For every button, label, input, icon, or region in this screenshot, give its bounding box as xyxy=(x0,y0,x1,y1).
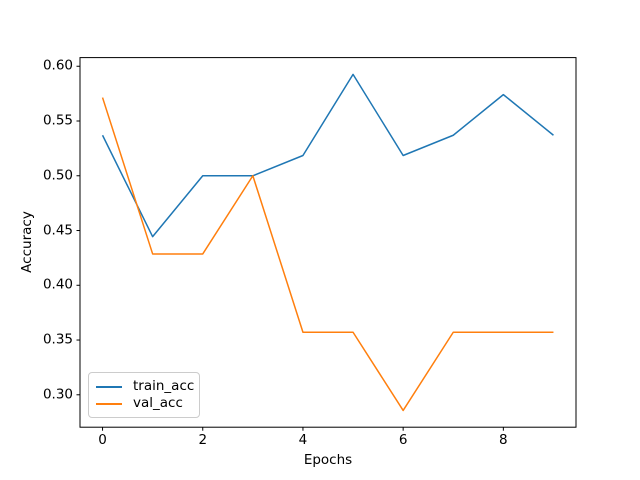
legend-label: train_acc xyxy=(133,377,195,394)
x-tick-label: 0 xyxy=(98,432,107,449)
y-tick-label: 0.40 xyxy=(42,276,73,293)
line-train_acc xyxy=(101,73,554,238)
legend-line-sample xyxy=(96,385,122,388)
y-tick-label: 0.45 xyxy=(42,221,73,238)
y-tick-label: 0.55 xyxy=(42,112,73,129)
y-axis-label: Accuracy xyxy=(19,211,35,273)
y-tick-label: 0.30 xyxy=(42,386,73,403)
y-tick-label: 0.50 xyxy=(42,167,73,183)
x-tick-label: 6 xyxy=(398,432,408,449)
legend-line-sample xyxy=(96,402,122,405)
x-tick-label: 4 xyxy=(298,432,308,449)
legend-label: val_acc xyxy=(133,394,183,411)
x-tick-label: 2 xyxy=(198,432,208,449)
y-tick-label: 0.60 xyxy=(42,57,73,74)
x-axis-label: Epochs xyxy=(303,452,353,468)
legend-entry-train_acc: train_acc xyxy=(96,378,194,395)
axes-spines xyxy=(79,57,577,428)
legend-entry-val_acc: val_acc xyxy=(96,395,190,412)
line-val_acc xyxy=(101,97,554,412)
x-tick-label: 8 xyxy=(499,432,508,449)
y-tick-label: 0.35 xyxy=(42,331,73,348)
legend: train_acc val_acc xyxy=(88,372,200,418)
